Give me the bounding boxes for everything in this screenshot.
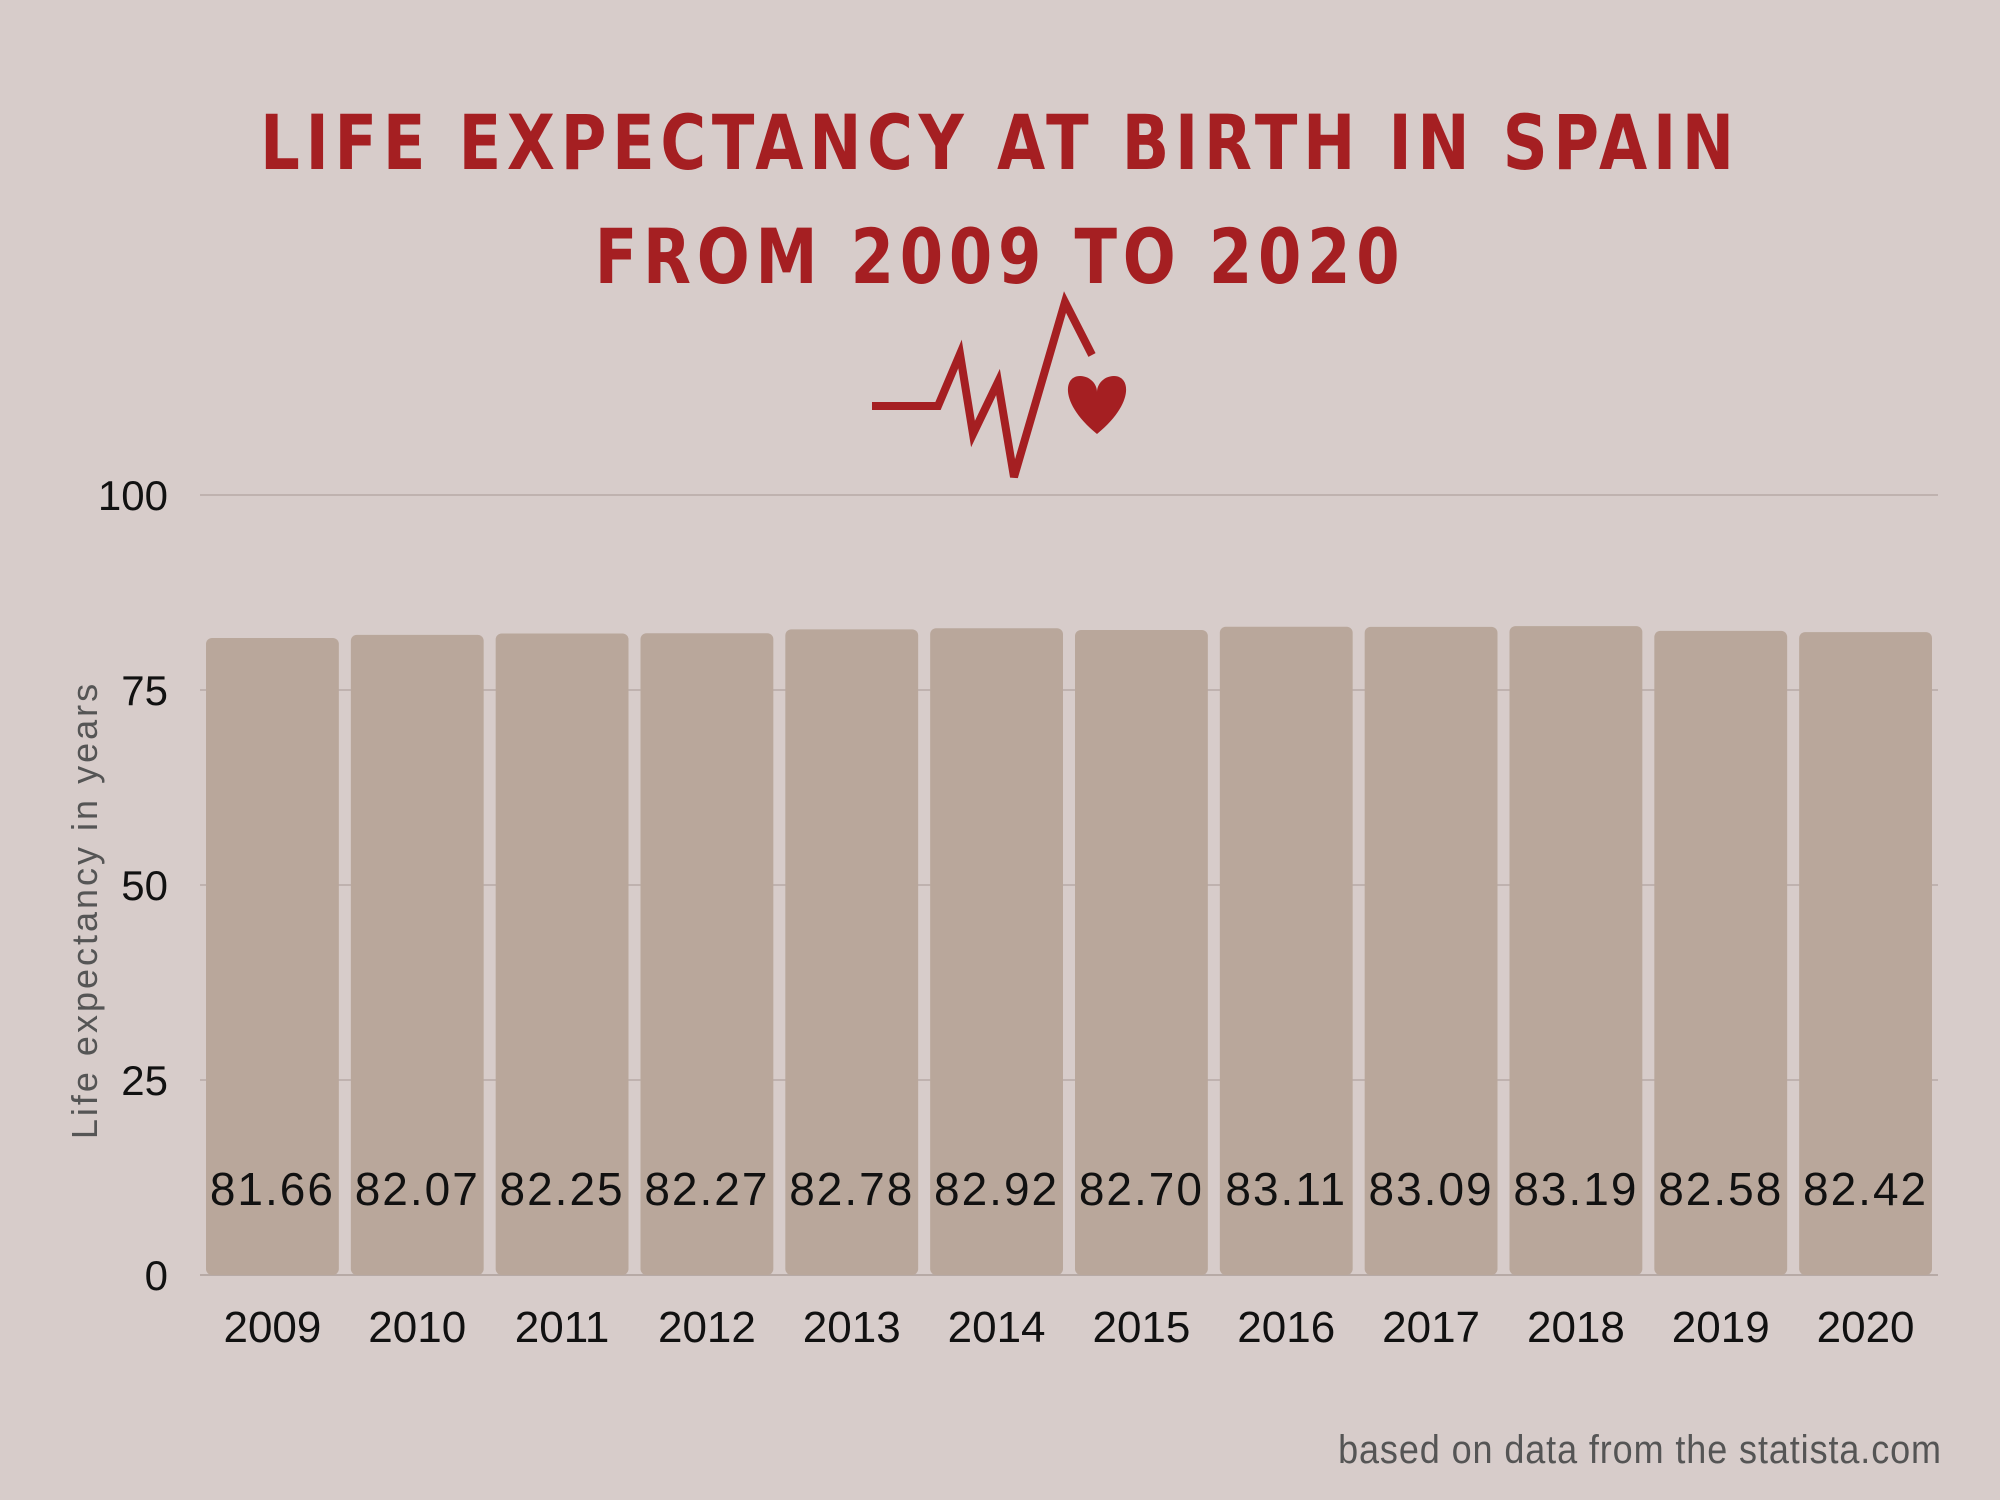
bar-2010	[350, 634, 484, 1275]
bar-2012	[640, 633, 774, 1275]
bar-2018	[1509, 626, 1643, 1275]
bar-2014	[930, 628, 1063, 1275]
y-tick-label: 75	[121, 667, 168, 714]
x-tick-label-2016: 2016	[1237, 1303, 1335, 1352]
data-label-2018: 83.19	[1513, 1163, 1638, 1215]
x-tick-label-2010: 2010	[368, 1303, 466, 1352]
data-label-2020: 82.42	[1803, 1163, 1928, 1215]
data-label-2013: 82.78	[789, 1163, 914, 1215]
bar-2011	[495, 633, 629, 1275]
x-tick-label-2019: 2019	[1672, 1303, 1770, 1352]
y-gridlines	[200, 494, 1938, 1276]
bar-2016	[1219, 626, 1353, 1275]
x-tick-label-2018: 2018	[1527, 1303, 1625, 1352]
bar-2017	[1364, 626, 1498, 1275]
chart-title-line-2: FROM 2009 TO 2020	[594, 212, 1406, 301]
y-tick-label: 100	[98, 472, 168, 519]
data-label-2014: 82.92	[934, 1163, 1059, 1215]
x-tick-label-2013: 2013	[803, 1303, 901, 1352]
data-label-2010: 82.07	[355, 1163, 480, 1215]
data-label-2011: 82.25	[500, 1163, 625, 1215]
y-tick-labels: 0 25 50 75 100	[98, 472, 168, 1299]
data-label-2017: 83.09	[1369, 1163, 1494, 1215]
y-tick-label: 50	[121, 862, 168, 909]
bar-2015	[1075, 629, 1208, 1275]
heartbeat-heart-icon	[872, 291, 1127, 479]
y-tick-label: 25	[121, 1057, 168, 1104]
bar-2013	[785, 629, 919, 1275]
category-labels: 2009 2010 2011 2012 2013 2014 2015 2016 2017 2018…	[223, 1303, 1914, 1352]
x-tick-label-2009: 2009	[223, 1303, 321, 1352]
x-tick-label-2014: 2014	[948, 1303, 1046, 1352]
x-tick-label-2012: 2012	[658, 1303, 756, 1352]
bars	[206, 626, 1932, 1275]
data-label-2015: 82.70	[1079, 1163, 1204, 1215]
data-label-2012: 82.27	[644, 1163, 769, 1215]
y-axis-label: Life expectancy in years	[64, 681, 105, 1139]
data-label-2019: 82.58	[1658, 1163, 1783, 1215]
source-note: based on data from the statista.com	[1338, 1428, 1942, 1472]
bar-2019	[1654, 630, 1788, 1275]
x-tick-label-2015: 2015	[1092, 1303, 1190, 1352]
data-label-2016: 83.11	[1225, 1163, 1347, 1215]
x-tick-label-2017: 2017	[1382, 1303, 1480, 1352]
data-label-2009: 81.66	[210, 1163, 335, 1215]
chart-title-line-1: LIFE EXPECTANCY AT BIRTH IN SPAIN	[260, 98, 1740, 187]
x-tick-label-2020: 2020	[1817, 1303, 1915, 1352]
y-tick-label: 0	[145, 1252, 168, 1299]
bar-2020	[1799, 632, 1932, 1275]
value-labels: 81.66 82.07 82.25 82.27 82.78 82.92 82.70 83.11…	[210, 1163, 1928, 1215]
x-tick-label-2011: 2011	[515, 1303, 610, 1352]
bar-2009	[206, 638, 339, 1275]
